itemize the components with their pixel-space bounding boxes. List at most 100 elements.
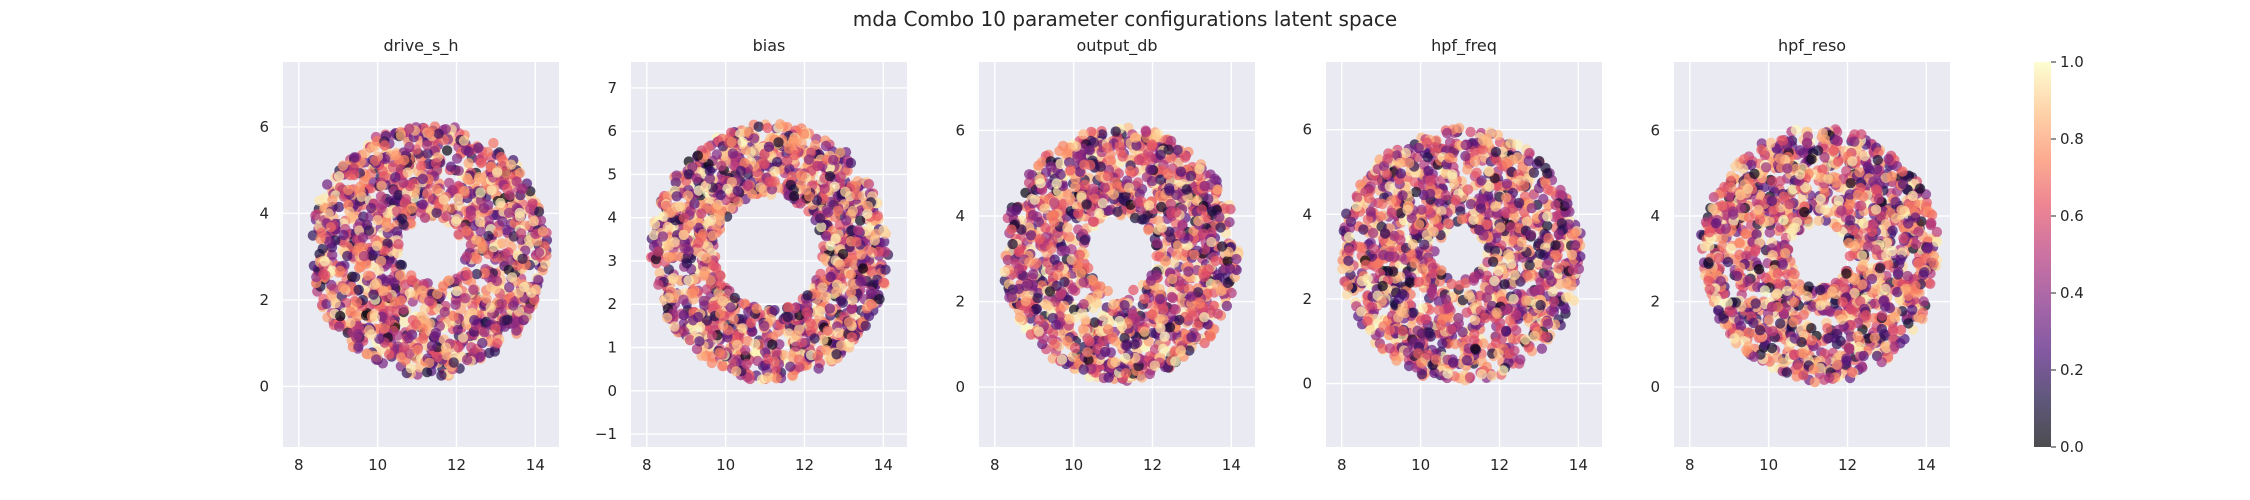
scatter-point xyxy=(475,351,486,362)
scatter-point xyxy=(880,264,891,275)
scatter-point xyxy=(1042,300,1054,312)
scatter-point xyxy=(1069,342,1081,354)
scatter-point xyxy=(696,208,707,219)
scatter-point xyxy=(840,186,851,197)
y-tick-label: 0 xyxy=(955,378,965,396)
scatter-point xyxy=(338,237,350,248)
scatter-point xyxy=(715,215,726,226)
scatter-point xyxy=(831,349,842,360)
scatter-point xyxy=(1199,180,1211,192)
scatter-point xyxy=(381,221,392,233)
scatter-point xyxy=(333,171,345,182)
scatter-point xyxy=(678,310,689,321)
scatter-point xyxy=(1097,336,1109,347)
scatter-point xyxy=(1186,332,1197,343)
scatter-point xyxy=(706,330,718,341)
scatter-point xyxy=(375,255,387,267)
scatter-point xyxy=(432,351,443,363)
scatter-point xyxy=(817,282,828,293)
scatter-point xyxy=(319,256,330,267)
scatter-point xyxy=(368,289,379,300)
scatter-point xyxy=(1081,199,1092,210)
scatter-point xyxy=(1082,347,1093,358)
scatter-point xyxy=(1155,323,1166,334)
scatter-point xyxy=(1075,267,1087,279)
scatter-point xyxy=(1065,193,1076,204)
scatter-point xyxy=(1079,159,1090,170)
scatter-point xyxy=(873,246,884,257)
scatter-point xyxy=(782,155,793,166)
scatter-point xyxy=(811,195,823,206)
scatter-point xyxy=(337,282,349,293)
scatter-point xyxy=(357,232,369,243)
scatter-point xyxy=(841,215,852,226)
scatter-point xyxy=(349,271,361,283)
scatter-point xyxy=(375,191,387,202)
scatter-point xyxy=(652,246,664,257)
scatter-point xyxy=(725,302,736,313)
scatter-point xyxy=(375,203,387,214)
scatter-point xyxy=(441,145,453,156)
scatter-point xyxy=(431,207,442,218)
scatter-point xyxy=(1055,158,1066,170)
x-tick-label: 12 xyxy=(795,456,814,474)
scatter-point xyxy=(716,160,727,172)
scatter-point xyxy=(668,273,679,284)
scatter-point xyxy=(824,303,836,314)
scatter-point xyxy=(523,303,535,314)
scatter-point xyxy=(1166,291,1177,303)
scatter-point xyxy=(412,344,423,356)
scatter-point xyxy=(491,275,503,287)
scatter-point xyxy=(1226,287,1237,299)
scatter-point xyxy=(1165,135,1177,147)
scatter-point xyxy=(821,344,832,356)
scatter-point xyxy=(1045,161,1057,172)
scatter-point xyxy=(1167,273,1178,285)
scatter-point xyxy=(377,311,388,322)
scatter-point xyxy=(1089,193,1100,204)
scatter-point xyxy=(710,262,722,273)
scatter-point xyxy=(1137,214,1148,225)
scatter-point xyxy=(1215,222,1226,233)
scatter-point xyxy=(404,287,416,299)
scatter-point xyxy=(1205,331,1216,342)
scatter-point xyxy=(818,334,829,345)
scatter-point xyxy=(1013,263,1024,275)
scatter-point xyxy=(1078,299,1089,310)
scatter-point xyxy=(1164,322,1176,333)
scatter-point xyxy=(707,230,718,241)
scatter-point xyxy=(1159,331,1170,342)
scatter-point xyxy=(1002,254,1014,266)
scatter-point xyxy=(648,229,660,241)
scatter-point xyxy=(355,186,366,197)
scatter-point xyxy=(1110,177,1122,188)
scatter-point xyxy=(1110,356,1121,368)
scatter-point xyxy=(1199,271,1210,283)
x-tick-label: 8 xyxy=(294,456,304,474)
scatter-point xyxy=(1175,228,1186,239)
scatter-point xyxy=(366,202,377,214)
panel-title: output_db xyxy=(1076,36,1157,56)
scatter-point xyxy=(735,165,747,177)
scatter-point xyxy=(771,373,782,384)
scatter-point xyxy=(452,193,464,204)
scatter-point xyxy=(1089,317,1100,328)
scatter-point xyxy=(426,340,438,352)
scatter-point xyxy=(1099,346,1111,358)
scatter-point xyxy=(801,307,812,318)
scatter-point xyxy=(1215,285,1227,297)
scatter-point xyxy=(1124,165,1136,177)
scatter-point xyxy=(504,190,515,201)
x-tick-label: 12 xyxy=(1143,456,1162,474)
scatter-point xyxy=(845,269,857,280)
scatter-point xyxy=(788,135,799,146)
scatter-point xyxy=(715,270,726,281)
scatter-point xyxy=(1034,233,1045,245)
scatter-point xyxy=(335,310,346,322)
scatter-point xyxy=(358,250,370,262)
scatter-point xyxy=(767,339,778,350)
scatter-point xyxy=(515,228,527,239)
scatter-point xyxy=(1207,206,1218,217)
